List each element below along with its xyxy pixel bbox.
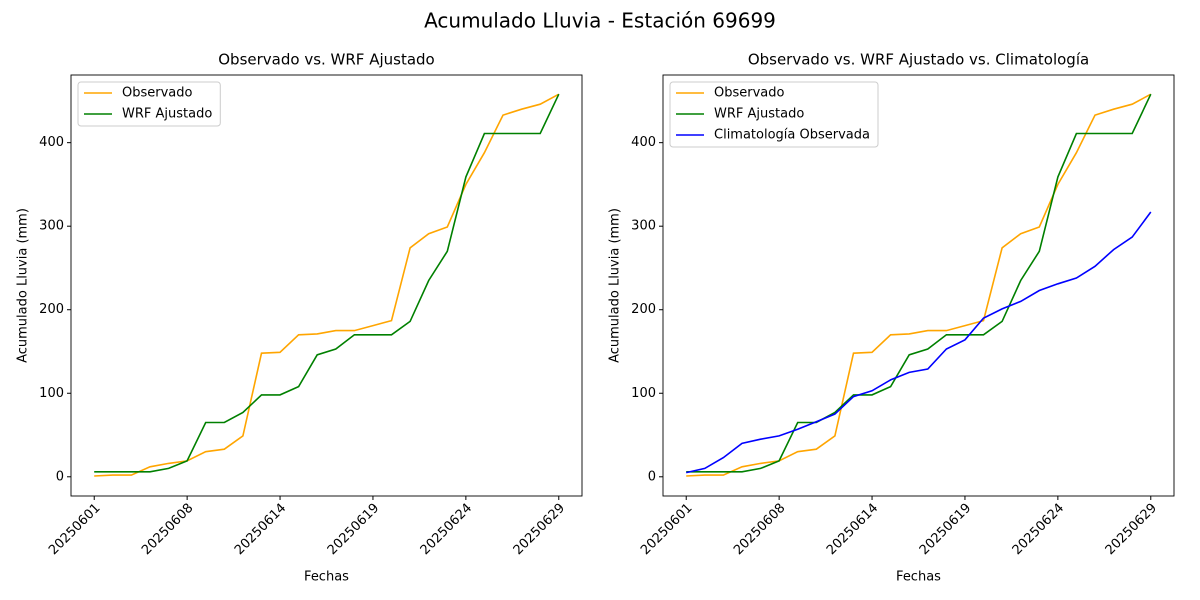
data-line bbox=[686, 211, 1152, 474]
data-line bbox=[686, 93, 1152, 473]
data-line bbox=[94, 93, 560, 477]
y-axis-label: Acumulado Lluvia (mm) bbox=[16, 208, 31, 363]
x-axis-label: Fechas bbox=[304, 570, 349, 585]
axes-frame bbox=[662, 74, 1175, 497]
x-axis-label: Fechas bbox=[896, 570, 941, 585]
data-line bbox=[686, 93, 1152, 477]
legend-label: Climatología Observada bbox=[714, 128, 870, 143]
legend: Observado WRF Ajustado bbox=[77, 81, 221, 127]
subplot-title: Observado vs. WRF Ajustado vs. Climatolo… bbox=[748, 51, 1089, 69]
legend-label: Observado bbox=[714, 86, 785, 101]
subplot-title: Observado vs. WRF Ajustado bbox=[218, 51, 434, 69]
data-line bbox=[94, 93, 560, 473]
legend: Observado WRF Ajustado Climatología Observ… bbox=[669, 81, 879, 148]
y-tick-label: 400 bbox=[39, 135, 64, 150]
y-tick-label: 0 bbox=[648, 469, 656, 484]
legend-frame bbox=[669, 81, 879, 148]
y-tick-label: 0 bbox=[56, 469, 64, 484]
legend-label: Observado bbox=[122, 86, 193, 101]
legend-frame bbox=[77, 81, 221, 127]
legend-label: WRF Ajustado bbox=[714, 107, 804, 122]
axes-frame bbox=[70, 74, 583, 497]
y-tick-label: 200 bbox=[39, 302, 64, 317]
y-tick-label: 400 bbox=[631, 135, 656, 150]
y-tick-label: 100 bbox=[631, 386, 656, 401]
y-tick-label: 300 bbox=[631, 219, 656, 234]
legend-label: WRF Ajustado bbox=[122, 107, 212, 122]
y-tick-label: 100 bbox=[39, 386, 64, 401]
y-axis-label: Acumulado Lluvia (mm) bbox=[608, 208, 623, 363]
y-tick-label: 200 bbox=[631, 302, 656, 317]
figure-title: Acumulado Lluvia - Estación 69699 bbox=[424, 9, 776, 33]
y-tick-label: 300 bbox=[39, 219, 64, 234]
